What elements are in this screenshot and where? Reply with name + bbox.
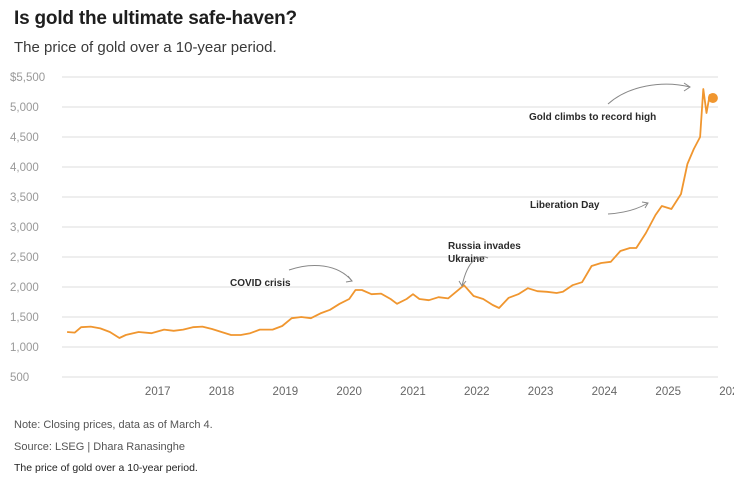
grid-layer: [62, 76, 718, 378]
x-tick-label: 2023: [528, 386, 554, 398]
footer-caption: The price of gold over a 10-year period.: [14, 462, 198, 474]
x-axis-labels: 2017 2018 2019 2020 2021 2022 2023 2024 2025 2026: [145, 386, 734, 398]
x-tick-label: 2017: [145, 386, 171, 398]
arrowhead-icon: [458, 280, 467, 287]
annotation-ukraine-text-1: Russia invades: [448, 241, 521, 252]
chart-title: Is gold the ultimate safe-haven?: [14, 8, 297, 29]
annotation-covid: COVID crisis: [230, 265, 353, 289]
gold-price-chart: $5,500 5,000 4,500 4,000 3,500 3,000 2,500 2,00…: [10, 72, 734, 398]
y-tick-label: 4,500: [10, 132, 39, 144]
x-tick-label: 2025: [655, 386, 681, 398]
annotation-covid-text: COVID crisis: [230, 278, 291, 289]
annotation-ukraine-text-2: Ukraine: [448, 254, 485, 265]
chart-subtitle: The price of gold over a 10-year period.: [14, 39, 277, 56]
arrowhead-icon: [345, 275, 353, 283]
annotation-record-high: Gold climbs to record high: [529, 82, 691, 123]
arrowhead-icon: [683, 82, 691, 92]
y-tick-label: 1,000: [10, 342, 39, 354]
y-tick-label: 3,500: [10, 192, 39, 204]
annotation-record-text: Gold climbs to record high: [529, 112, 656, 123]
y-tick-label: 1,500: [10, 312, 39, 324]
gold-price-line: [67, 88, 714, 339]
annotation-record-arrow: [607, 83, 691, 105]
annotation-covid-arrow: [288, 265, 353, 282]
x-tick-label: 2026: [719, 386, 734, 398]
x-tick-label: 2018: [209, 386, 235, 398]
x-tick-label: 2020: [336, 386, 362, 398]
annotation-ukraine-arrow: [461, 256, 489, 287]
y-tick-label: 5,000: [10, 102, 39, 114]
annotation-liberation-arrow: [607, 202, 649, 215]
y-tick-label: 3,000: [10, 222, 39, 234]
x-tick-label: 2022: [464, 386, 490, 398]
y-tick-label: 500: [10, 372, 29, 384]
footer-note: Note: Closing prices, data as of March 4…: [14, 419, 213, 431]
latest-price-dot: [707, 93, 718, 103]
y-tick-label: 4,000: [10, 162, 39, 174]
arrowhead-icon: [641, 201, 649, 209]
footer-source: Source: LSEG | Dhara Ranasinghe: [14, 441, 186, 453]
annotation-liberation-day: Liberation Day: [530, 200, 649, 215]
annotation-liberation-text: Liberation Day: [530, 200, 600, 211]
y-tick-label: 2,000: [10, 282, 39, 294]
x-tick-label: 2024: [592, 386, 618, 398]
x-tick-label: 2019: [273, 386, 299, 398]
y-axis-labels: $5,500 5,000 4,500 4,000 3,500 3,000 2,500 2,00…: [10, 72, 45, 384]
annotation-ukraine: Russia invades Ukraine: [448, 241, 521, 287]
y-tick-label: $5,500: [10, 72, 45, 84]
x-tick-label: 2021: [400, 386, 426, 398]
y-tick-label: 2,500: [10, 252, 39, 264]
